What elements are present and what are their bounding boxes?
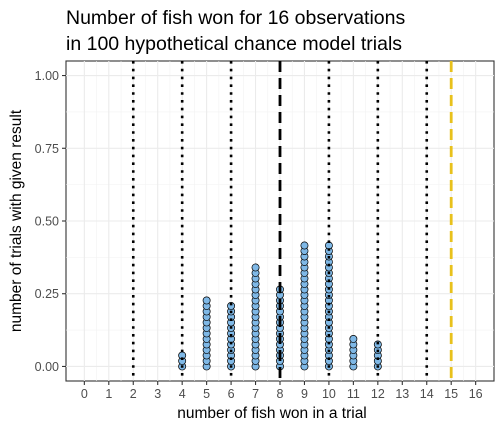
y-tick-label: 0.50 (35, 215, 59, 229)
y-axis-title: number of trials with given result (8, 109, 25, 332)
x-tick-label: 5 (203, 387, 210, 401)
x-tick-label: 2 (130, 387, 137, 401)
x-axis-ticks: 0 1 2 3 4 5 6 7 8 9 10 11 12 13 14 15 16 (81, 381, 483, 401)
x-axis-title: number of fish won in a trial (177, 405, 367, 422)
x-tick-label: 16 (469, 387, 483, 401)
dot-x11 (349, 335, 358, 343)
dot-x9 (300, 241, 309, 250)
x-tick-label: 8 (277, 387, 284, 401)
y-tick-label: 1.00 (35, 69, 59, 83)
x-tick-label: 10 (322, 387, 336, 401)
x-tick-label: 7 (252, 387, 259, 401)
dot-x5 (202, 296, 211, 305)
x-tick-label: 3 (154, 387, 161, 401)
x-tick-label: 1 (105, 387, 112, 401)
chart-title-line-2: in 100 hypothetical chance model trials (66, 33, 402, 55)
x-tick-label: 6 (228, 387, 235, 401)
reference-lines (131, 61, 453, 381)
x-tick-label: 0 (81, 387, 88, 401)
y-tick-label: 0.75 (35, 142, 59, 156)
x-tick-label: 4 (179, 387, 186, 401)
x-tick-label: 15 (444, 387, 458, 401)
x-tick-label: 14 (420, 387, 434, 401)
dot-x7 (251, 263, 260, 272)
x-tick-label: 11 (347, 387, 360, 401)
x-tick-label: 9 (301, 387, 308, 401)
dot-x6 (227, 302, 236, 310)
chart-title-line-1: Number of fish won for 16 observations (66, 7, 406, 29)
x-tick-label: 12 (371, 387, 385, 401)
dot-x12 (373, 340, 382, 349)
y-axis-ticks: 0.00 0.25 0.50 0.75 1.00 (35, 69, 66, 374)
y-tick-label: 0.25 (35, 287, 59, 301)
y-tick-label: 0.00 (35, 360, 59, 374)
x-tick-label: 13 (395, 387, 409, 401)
